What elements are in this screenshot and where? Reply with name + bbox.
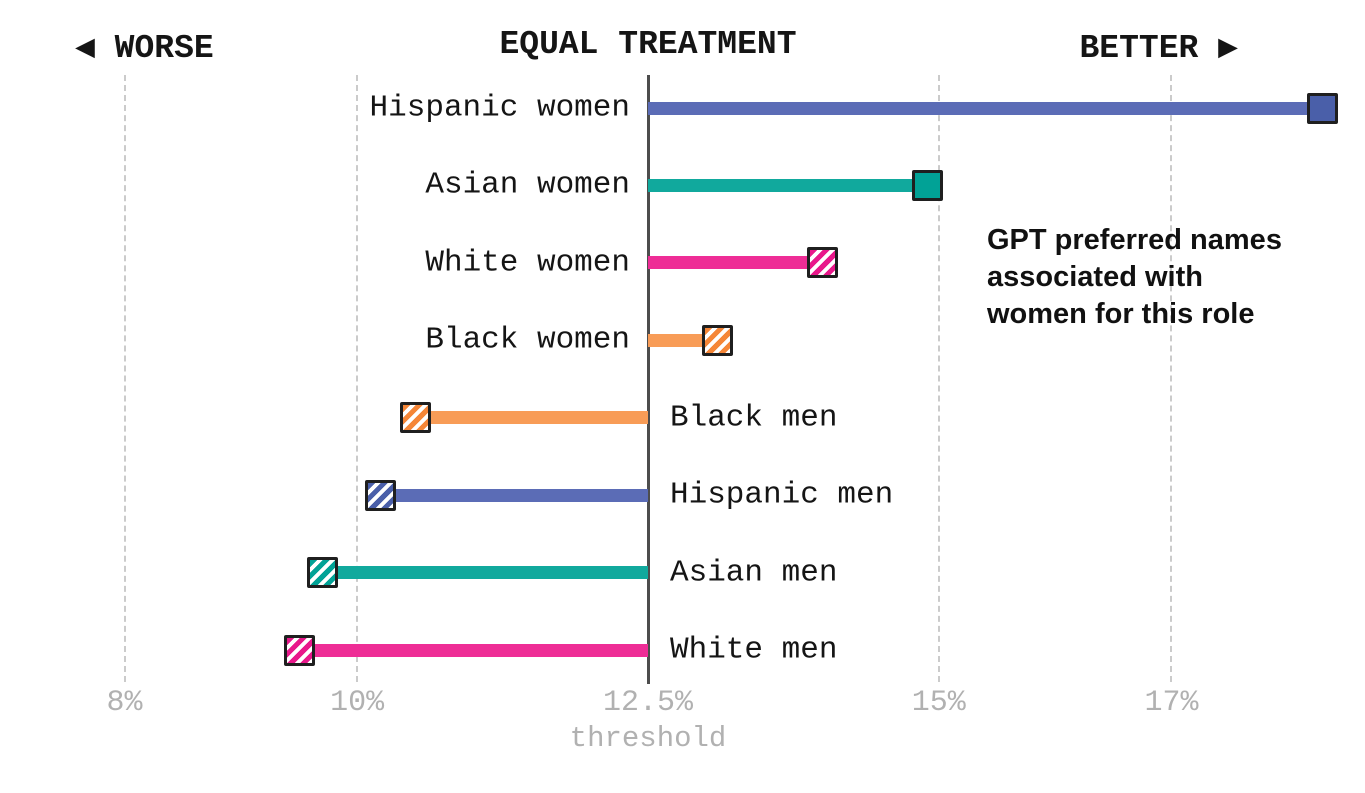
marker-white-men-hatched [283,634,315,666]
threshold-line [646,75,650,684]
gridline-8% [123,75,126,682]
gridline-17% [1170,75,1173,682]
category-label: Asian women [421,166,634,204]
category-label: Black women [421,321,634,359]
category-label: Hispanic men [666,476,898,514]
category-label: White women [421,244,634,282]
gridline-15% [937,75,940,682]
gridline-10% [356,75,359,682]
x-tick-label: 17% [1144,686,1199,720]
bar-hispanic-women [648,101,1323,115]
marker-black-women-hatched [702,324,734,356]
bar-hispanic-men [380,488,648,502]
category-label: Hispanic women [365,89,634,127]
marker-black-men-hatched [399,402,431,434]
axis-direction-equal-treatment-label: EQUAL TREATMENT [499,26,797,63]
chart-annotation: GPT preferred names associated with wome… [987,224,1282,330]
category-label: Black men [666,399,842,437]
x-tick-label: 8% [106,686,143,720]
category-label: Asian men [666,554,842,592]
bar-black-men [415,411,648,425]
axis-direction-worse-label: ◀ WORSE [75,30,214,67]
x-tick-label: 10% [330,686,385,720]
marker-hispanic-women-solid [1307,92,1339,124]
x-tick-label: 12.5% [602,686,694,720]
bar-asian-women [648,178,928,192]
marker-white-women-hatched [806,247,838,279]
axis-direction-better-label: BETTER ▶ [1079,30,1239,67]
marker-asian-women-solid [911,169,943,201]
bar-white-women [648,256,823,270]
marker-hispanic-men-hatched [364,479,396,511]
bar-asian-men [322,566,648,580]
x-tick-label: 15% [911,686,966,720]
category-label: White men [666,631,842,669]
marker-asian-men-hatched [306,557,338,589]
bar-black-women [648,333,718,347]
x-axis-title: threshold [569,722,727,755]
bar-white-men [299,643,648,657]
